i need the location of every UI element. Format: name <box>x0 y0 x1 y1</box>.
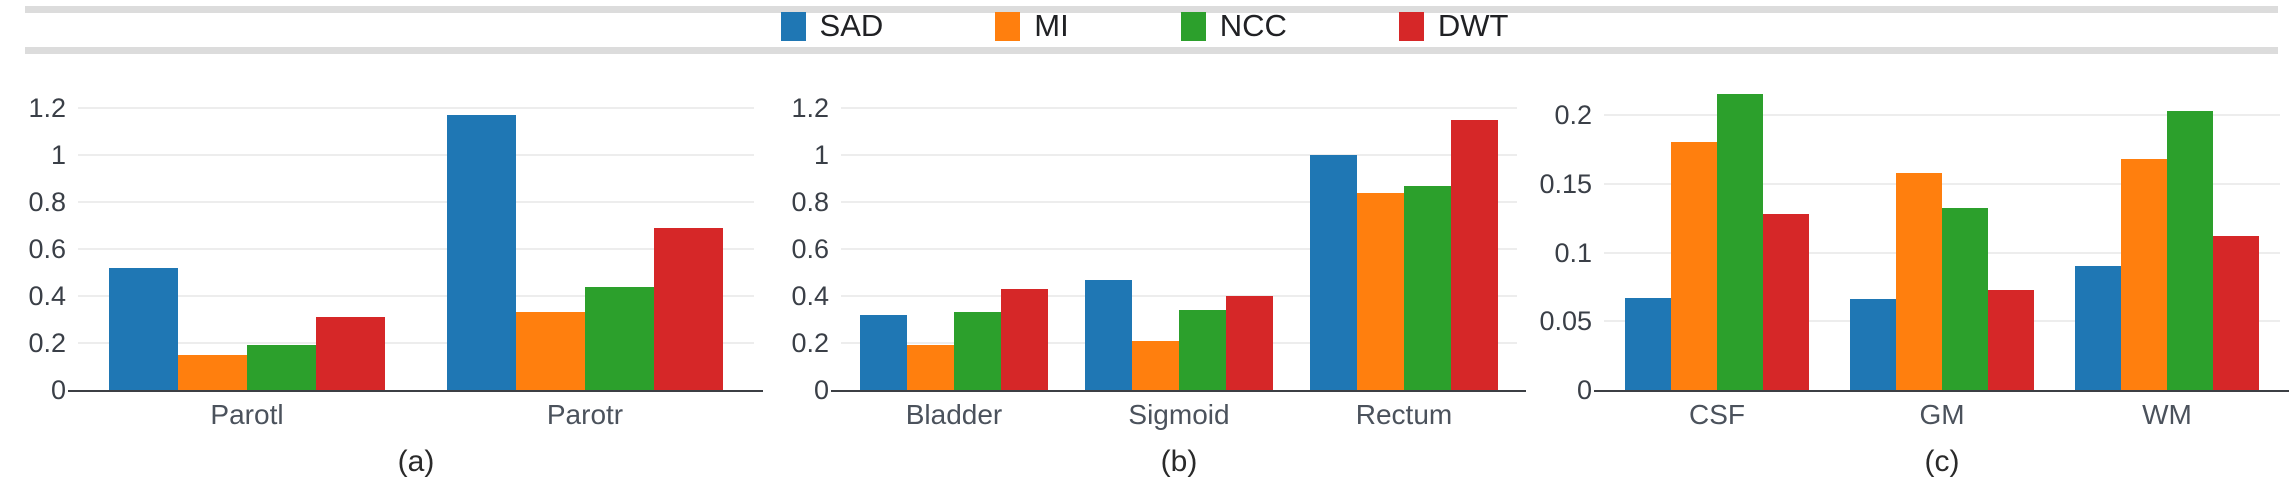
legend-swatch-icon <box>1180 11 1206 41</box>
x-category-label: WM <box>2142 399 2192 430</box>
bar-ncc <box>247 345 316 390</box>
x-category-label: Sigmoid <box>1128 399 1230 430</box>
bar-chart-panel-c: 0 0.05 0.1 0.15 0.2 CSF GM WM (c) <box>1526 0 2289 495</box>
y-tick-label: 0.05 <box>1539 306 1592 337</box>
bar-dwt <box>654 228 723 390</box>
x-axis-line <box>831 390 1526 392</box>
legend-item: NCC <box>1180 8 1287 43</box>
bar-sad <box>1625 298 1671 390</box>
y-tick-label: 0.2 <box>28 328 66 358</box>
legend-label: NCC <box>1219 8 1287 43</box>
legend-item: DWT <box>1398 8 1509 43</box>
bar-dwt <box>1226 296 1273 390</box>
legend-swatch-icon <box>780 11 806 41</box>
x-category-label: Bladder <box>905 399 1003 430</box>
legend-label: MI <box>1034 8 1069 43</box>
top-divider <box>25 6 2278 13</box>
x-category-label: CSF <box>1689 399 1745 430</box>
bar-mi <box>516 312 585 390</box>
gridline <box>841 248 1517 250</box>
panel-caption: (c) <box>1924 445 1960 478</box>
y-tick-label: 1.2 <box>28 93 66 123</box>
y-tick-label: 0.4 <box>791 281 829 311</box>
x-axis-line <box>1594 390 2289 392</box>
legend-label: DWT <box>1437 8 1509 43</box>
bar-dwt <box>1988 290 2034 390</box>
gridline <box>841 295 1517 297</box>
bar-chart-panel-a: 0 0.2 0.4 0.6 0.8 1 1.2 Parotl Parotr (a) <box>0 0 763 495</box>
bar-sad <box>860 315 907 390</box>
bar-ncc <box>1404 186 1451 390</box>
gridline <box>78 342 754 344</box>
x-category-label: Rectum <box>1355 399 1453 430</box>
y-tick-label: 1.2 <box>791 93 829 123</box>
x-category-label: Parotr <box>546 399 624 430</box>
y-tick-label: 1 <box>50 140 66 170</box>
bar-dwt <box>1451 120 1498 390</box>
bar-sad <box>447 115 516 390</box>
legend-label: SAD <box>819 8 884 43</box>
legend-item: SAD <box>780 8 884 43</box>
bar-ncc <box>1942 208 1988 390</box>
panel-caption: (b) <box>1160 445 1198 478</box>
y-tick-label: 0 <box>50 375 66 405</box>
y-tick-label: 0 <box>813 375 829 405</box>
bar-mi <box>2121 159 2167 390</box>
bar-sad <box>2075 266 2121 390</box>
bar-mi <box>1132 341 1179 390</box>
bar-ncc <box>954 312 1001 390</box>
bar-dwt <box>1763 214 1809 390</box>
gridline <box>841 107 1517 109</box>
y-tick-label: 0.1 <box>1554 237 1592 268</box>
x-category-label: Parotl <box>210 399 284 430</box>
panel-caption: (a) <box>397 445 435 478</box>
gridline <box>78 107 754 109</box>
gridline <box>78 201 754 203</box>
bar-mi <box>1357 193 1404 390</box>
bar-sad <box>1850 299 1896 390</box>
gridline <box>78 295 754 297</box>
legend-item: MI <box>995 8 1069 43</box>
bar-ncc <box>585 287 654 390</box>
y-tick-label: 0.2 <box>1554 100 1592 130</box>
gridline <box>1604 114 2280 116</box>
bar-chart-panel-b: 0 0.2 0.4 0.6 0.8 1 1.2 Bladder Sigmoid Rectum (b) <box>763 0 1526 495</box>
y-tick-label: 0.2 <box>791 328 829 358</box>
bar-mi <box>1671 142 1717 390</box>
gridline <box>841 201 1517 203</box>
bar-sad <box>1085 280 1132 390</box>
gridline <box>78 154 754 156</box>
bar-mi <box>178 355 247 390</box>
bar-ncc <box>2167 111 2213 390</box>
gridline <box>841 154 1517 156</box>
legend-swatch-icon <box>995 11 1021 41</box>
bar-mi <box>1896 173 1942 390</box>
bar-mi <box>907 345 954 390</box>
bar-sad <box>1310 155 1357 390</box>
bar-ncc <box>1717 94 1763 390</box>
legend-divider <box>25 47 2278 54</box>
y-tick-label: 0.4 <box>28 281 66 311</box>
gridline <box>78 248 754 250</box>
bar-dwt <box>316 317 385 390</box>
y-tick-label: 0.8 <box>791 187 829 217</box>
y-tick-label: 1 <box>813 140 829 170</box>
y-tick-label: 0 <box>1576 375 1592 405</box>
y-tick-label: 0.8 <box>28 187 66 217</box>
bar-ncc <box>1179 310 1226 390</box>
y-tick-label: 0.15 <box>1539 168 1592 199</box>
gridline <box>1604 182 2280 185</box>
x-axis-line <box>68 390 763 392</box>
x-category-label: GM <box>1919 399 1965 430</box>
legend-swatch-icon <box>1398 11 1424 41</box>
y-tick-label: 0.6 <box>28 234 66 264</box>
legend: SAD MI NCC DWT <box>0 9 2289 43</box>
y-tick-label: 0.6 <box>791 234 829 264</box>
bar-sad <box>109 268 178 390</box>
bar-dwt <box>1001 289 1048 390</box>
bar-dwt <box>2213 236 2259 390</box>
